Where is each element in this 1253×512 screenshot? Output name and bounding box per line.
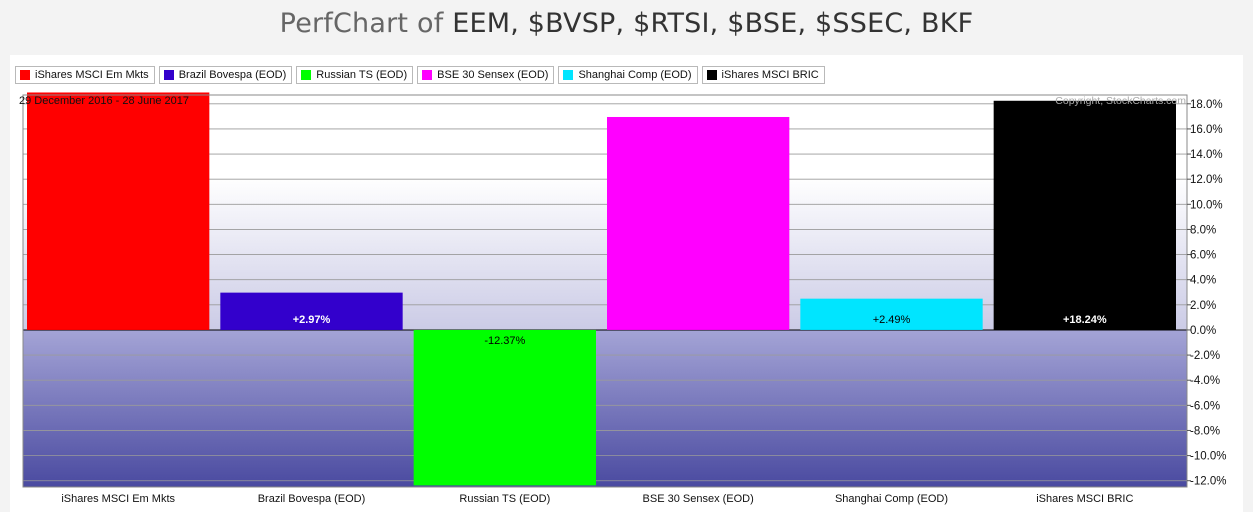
legend-item-ishares-msci-bric[interactable]: iShares MSCI BRIC xyxy=(701,66,825,84)
bar-value-label: -12.37% xyxy=(484,335,525,347)
y-tick-label: 6.0% xyxy=(1190,250,1216,262)
title-prefix: PerfChart of xyxy=(279,8,453,39)
y-tick-label: 10.0% xyxy=(1190,199,1223,211)
y-tick-label: -8.0% xyxy=(1190,425,1220,437)
legend-item-bse-30-sensex-eod[interactable]: BSE 30 Sensex (EOD) xyxy=(417,66,555,84)
y-tick-label: 2.0% xyxy=(1190,300,1216,312)
legend-swatch xyxy=(563,70,574,80)
bar-value-label: +2.49% xyxy=(873,314,911,326)
bar-bse-30-sensex-eod[interactable] xyxy=(607,116,790,330)
y-tick-label: -12.0% xyxy=(1190,476,1226,488)
y-tick-label: -4.0% xyxy=(1190,375,1220,387)
plot-frame xyxy=(22,94,1188,488)
plot-positive-zone xyxy=(23,95,1187,330)
bar-shanghai-comp-eod[interactable] xyxy=(800,298,983,330)
y-tick-label: -2.0% xyxy=(1190,350,1220,362)
copyright-notice: Copyright, StockCharts.com xyxy=(1055,95,1186,107)
bar-brazil-bovespa-eod[interactable] xyxy=(220,292,403,330)
y-tick-label: -6.0% xyxy=(1190,400,1220,412)
x-category-label: iShares MSCI Em Mkts xyxy=(61,493,175,505)
legend-label: iShares MSCI BRIC xyxy=(721,69,819,81)
legend-swatch xyxy=(301,70,312,80)
y-tick-label: 14.0% xyxy=(1190,149,1223,161)
bar-ishares-msci-em-mkts[interactable] xyxy=(27,92,210,330)
y-tick-label: 8.0% xyxy=(1190,224,1216,236)
bar-ishares-msci-bric[interactable] xyxy=(993,100,1176,330)
x-category-label: Shanghai Comp (EOD) xyxy=(835,493,948,505)
legend-item-russian-ts-eod[interactable]: Russian TS (EOD) xyxy=(296,66,414,84)
y-tick-label: 16.0% xyxy=(1190,124,1223,136)
page-header: PerfChart of EEM, $BVSP, $RTSI, $BSE, $S… xyxy=(0,0,1253,50)
title-symbols: EEM, $BVSP, $RTSI, $BSE, $SSEC, BKF xyxy=(452,8,974,39)
legend-item-shanghai-comp-eod[interactable]: Shanghai Comp (EOD) xyxy=(558,66,698,84)
legend-item-ishares-msci-em-mkts[interactable]: iShares MSCI Em Mkts xyxy=(15,66,155,84)
legend-label: Brazil Bovespa (EOD) xyxy=(178,69,287,81)
bar-russian-ts-eod[interactable] xyxy=(413,329,596,486)
legend-item-brazil-bovespa-eod[interactable]: Brazil Bovespa (EOD) xyxy=(158,66,293,84)
y-tick-label: 0.0% xyxy=(1190,325,1216,337)
y-tick-label: 18.0% xyxy=(1190,99,1223,111)
bar-value-label: +2.97% xyxy=(293,314,331,326)
bar-value-label: +18.90% xyxy=(96,314,140,326)
x-category-label: Russian TS (EOD) xyxy=(459,493,550,505)
bar-value-label: +16.95% xyxy=(676,314,720,326)
legend-label: Russian TS (EOD) xyxy=(316,69,408,81)
legend-swatch xyxy=(163,70,174,80)
plot-negative-zone xyxy=(23,329,1187,487)
date-range: 29 December 2016 - 28 June 2017 xyxy=(19,95,189,107)
x-category-label: BSE 30 Sensex (EOD) xyxy=(643,493,754,505)
x-category-label: Brazil Bovespa (EOD) xyxy=(258,493,366,505)
legend-label: BSE 30 Sensex (EOD) xyxy=(437,69,549,81)
x-category-label: iShares MSCI BRIC xyxy=(1036,493,1133,505)
legend-label: iShares MSCI Em Mkts xyxy=(35,69,149,81)
legend-label: Shanghai Comp (EOD) xyxy=(578,69,692,81)
page-title: PerfChart of EEM, $BVSP, $RTSI, $BSE, $S… xyxy=(280,8,974,39)
y-tick-label: -10.0% xyxy=(1190,451,1226,463)
bar-value-label: +18.24% xyxy=(1063,314,1107,326)
y-tick-label: 4.0% xyxy=(1190,275,1216,287)
legend-swatch xyxy=(422,70,433,80)
y-tick-label: 12.0% xyxy=(1190,174,1223,186)
chart-legend: iShares MSCI Em Mkts Brazil Bovespa (EOD)… xyxy=(15,66,825,88)
legend-swatch xyxy=(706,70,717,80)
legend-swatch xyxy=(20,70,30,80)
